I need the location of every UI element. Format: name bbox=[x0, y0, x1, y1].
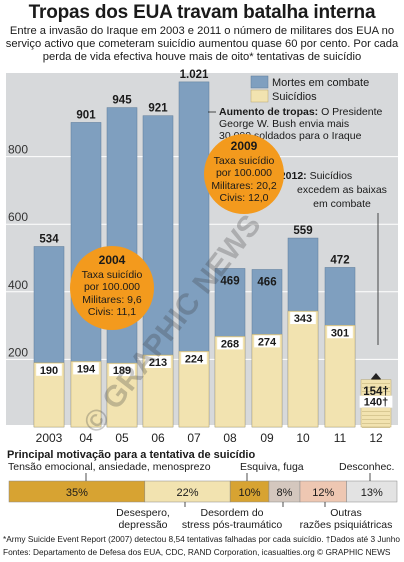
motivation-percent-label: 22% bbox=[176, 487, 198, 499]
motivation-label-desconhec: Desconhec. bbox=[339, 461, 394, 473]
footnote: *Army Suicide Event Report (2007) detect… bbox=[3, 534, 324, 544]
suicide-value-label: 343 bbox=[294, 313, 312, 325]
annotation-troop-surge-line2: George W. Bush envia mais bbox=[219, 118, 349, 130]
suicide-label-bg bbox=[181, 352, 207, 365]
x-tick-label: 05 bbox=[115, 431, 129, 445]
annotation-2012: 2012: Suicídios bbox=[280, 170, 352, 182]
combat-value-label: 559 bbox=[293, 225, 312, 237]
suicide-bar bbox=[324, 325, 356, 428]
x-tick-label: 10 bbox=[296, 431, 310, 445]
motivation-label-esquiva: Esquiva, fuga bbox=[240, 461, 304, 473]
motivation-label-desespero-1: Desespero, bbox=[116, 507, 170, 519]
motivation-percent-label: 10% bbox=[239, 487, 261, 499]
suicide-label-bg bbox=[290, 312, 316, 325]
y-tick-label: 400 bbox=[8, 278, 28, 292]
suicide-value-label: 301 bbox=[331, 327, 349, 339]
x-tick-label: 2003 bbox=[36, 431, 63, 445]
suicide-value-label: 190 bbox=[40, 365, 58, 377]
motivation-percent-label: 35% bbox=[66, 487, 88, 499]
motivation-label-desordem-1: Desordem do bbox=[200, 507, 263, 519]
suicide-value-label: 189 bbox=[113, 365, 131, 377]
annotation-2012-line3: em combate bbox=[313, 198, 371, 210]
motivation-segment bbox=[346, 480, 398, 503]
combat-value-label: 466 bbox=[257, 276, 276, 288]
suicide-label-bg bbox=[254, 335, 280, 348]
motivation-title: Principal motivação para a tentativa de … bbox=[7, 449, 256, 461]
legend-label-combat: Mortes em combate bbox=[272, 77, 369, 89]
combat-value-label: 1.021 bbox=[180, 69, 209, 81]
combat-value-label: 921 bbox=[148, 103, 168, 115]
subtitle: Entre a invasão do Iraque em 2003 e 2011… bbox=[5, 25, 399, 63]
suicide-value-label: 140† bbox=[364, 397, 388, 409]
legend-swatch-suicide bbox=[250, 89, 269, 103]
suicide-label-bg bbox=[109, 364, 135, 377]
footnote-date: †Dados até 3 Junho bbox=[325, 534, 400, 544]
suicide-bar bbox=[287, 310, 319, 428]
x-tick-label: 06 bbox=[151, 431, 165, 445]
callout-2009-mil: Militares: 20,2 bbox=[211, 180, 277, 192]
callout-2004-circle bbox=[70, 246, 154, 330]
suicide-value-label: 194 bbox=[77, 363, 96, 375]
suicide-value-label: 213 bbox=[149, 357, 167, 369]
y-tick-label: 200 bbox=[8, 345, 28, 359]
suicide-value-label: 274 bbox=[258, 336, 277, 348]
x-tick-label: 08 bbox=[223, 431, 237, 445]
suicide-label-bg bbox=[36, 363, 62, 376]
x-tick-label: 07 bbox=[187, 431, 201, 445]
callout-2009-rate-2: por 100.000 bbox=[216, 167, 272, 179]
suicide-label-bg bbox=[73, 362, 99, 375]
callout-2009-year: 2009 bbox=[231, 139, 258, 153]
callout-2004-mil: Militares: 9,6 bbox=[82, 294, 142, 306]
annotation-2012-line2: excedem as baixas bbox=[297, 184, 387, 196]
motivation-label-tensao: Tensão emocional, ansiedade, menosprezo bbox=[8, 461, 211, 473]
callout-2004-rate-2: por 100.000 bbox=[84, 281, 140, 293]
suicide-bar bbox=[214, 336, 246, 428]
suicide-label-bg bbox=[359, 395, 393, 408]
motivation-percent-label: 13% bbox=[361, 487, 383, 499]
callout-2004-civ: Civis: 11,1 bbox=[88, 306, 136, 318]
callout-2009-circle bbox=[204, 134, 284, 214]
callout-2004-year: 2004 bbox=[99, 253, 126, 267]
combat-value-label: 945 bbox=[112, 95, 132, 107]
combat-value-label: 901 bbox=[76, 109, 96, 121]
combat-value-label: 469 bbox=[220, 275, 239, 287]
x-tick-label: 09 bbox=[260, 431, 274, 445]
suicide-label-bg bbox=[217, 337, 243, 350]
callout-2009-rate-1: Taxa suicídio bbox=[214, 155, 275, 167]
combat-value-label: 154† bbox=[363, 386, 389, 398]
annotation-troop-surge: Aumento de tropas: O Presidente bbox=[219, 106, 383, 118]
callout-2004-rate-1: Taxa suicídio bbox=[82, 269, 143, 281]
callout-2009-civ: Civis: 12,0 bbox=[219, 192, 268, 204]
motivation-label-desordem-2: stress pós-traumático bbox=[182, 519, 283, 531]
suicide-bar bbox=[251, 334, 283, 428]
motivation-label-desespero-2: depressão bbox=[118, 519, 167, 531]
legend-label-suicide: Suicídios bbox=[272, 91, 317, 103]
y-tick-label: 600 bbox=[8, 210, 28, 224]
suicide-label-bg bbox=[145, 356, 171, 369]
motivation-percent-label: 12% bbox=[312, 487, 334, 499]
motivation-label-outras-2: razões psiquiátricas bbox=[300, 519, 393, 531]
suicide-label-bg bbox=[327, 326, 353, 339]
suicide-value-label: 268 bbox=[221, 338, 239, 350]
motivation-label-outras-1: Outras bbox=[330, 507, 362, 519]
combat-value-label: 534 bbox=[39, 234, 59, 246]
x-tick-label: 11 bbox=[334, 431, 347, 445]
x-tick-label: 04 bbox=[79, 431, 93, 445]
sources: Fontes: Departamento de Defesa dos EUA, … bbox=[3, 547, 391, 557]
y-tick-label: 800 bbox=[8, 143, 28, 157]
motivation-percent-label: 8% bbox=[277, 487, 293, 499]
suicide-value-label: 224 bbox=[185, 353, 204, 365]
page-title: Tropas dos EUA travam batalha interna bbox=[28, 2, 376, 23]
combat-value-label: 472 bbox=[330, 254, 349, 266]
x-tick-label: 12 bbox=[369, 431, 383, 445]
legend-swatch-combat bbox=[250, 75, 269, 89]
